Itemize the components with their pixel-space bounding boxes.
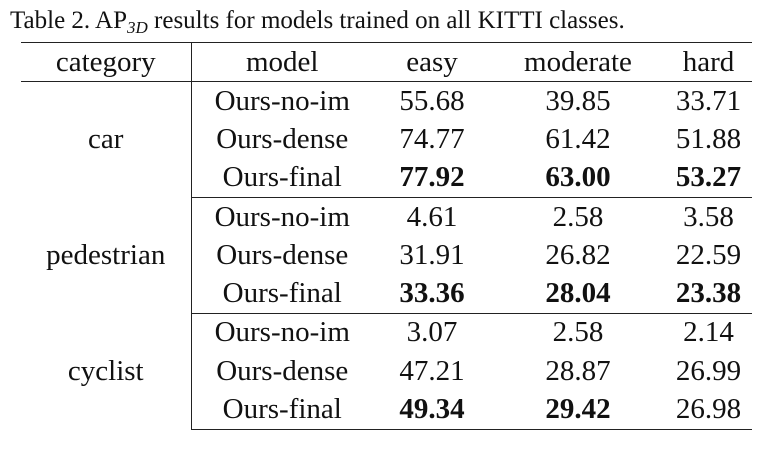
- hard-cell: 51.88: [675, 122, 742, 155]
- table-row: Ours-dense 47.21 28.87 26.99: [21, 352, 752, 390]
- header-model: model: [191, 42, 373, 82]
- moderate-cell: 39.85: [545, 84, 611, 117]
- table-row: Ours-dense 74.77 61.42 51.88: [21, 120, 752, 158]
- table-row: cyclist Ours-no-im 3.07 2.58 2.14: [21, 313, 752, 430]
- hard-cell: 23.38: [665, 274, 752, 314]
- model-cell: Ours-final: [191, 274, 373, 314]
- header-moderate: moderate: [491, 42, 665, 82]
- header-row: category model easy moderate hard: [21, 42, 752, 82]
- model-cell: Ours-no-im: [214, 84, 350, 117]
- table-row: Ours-final 49.34 29.42 26.98: [21, 390, 752, 430]
- category-cell: pedestrian: [21, 197, 192, 314]
- hard-cell: 3.58: [683, 200, 734, 233]
- hard-cell: 26.99: [675, 354, 742, 387]
- header-category: category: [21, 42, 192, 82]
- moderate-cell: 63.00: [491, 158, 665, 198]
- results-table: category model easy moderate hard car Our…: [21, 42, 752, 430]
- model-cell: Ours-dense: [216, 238, 349, 271]
- hard-cell: 2.14: [683, 316, 734, 349]
- model-cell: Ours-no-im: [214, 200, 350, 233]
- moderate-cell: 2.58: [552, 200, 604, 233]
- easy-cell: 49.34: [373, 390, 491, 430]
- table-row: Ours-final 77.92 63.00 53.27: [21, 158, 752, 198]
- easy-cell: 47.21: [399, 354, 465, 387]
- caption-suffix: results for models trained on all KITTI …: [147, 7, 625, 34]
- table-row: car Ours-no-im 55.68 39.85 33.71: [21, 81, 752, 198]
- group-1: pedestrian Ours-no-im 4.61 2.58 3.58 Ours-den…: [21, 197, 752, 314]
- moderate-cell: 2.58: [552, 316, 604, 349]
- easy-cell: 4.61: [406, 200, 458, 233]
- model-cell: Ours-final: [191, 390, 373, 430]
- easy-cell: 55.68: [399, 84, 465, 117]
- caption-subscript: 3D: [127, 18, 148, 37]
- easy-cell: 33.36: [373, 274, 491, 314]
- moderate-cell: 26.82: [545, 238, 611, 271]
- hard-cell: 26.98: [665, 390, 752, 430]
- moderate-cell: 29.42: [491, 390, 665, 430]
- group-2: cyclist Ours-no-im 3.07 2.58 2.14 Ours-dense 4…: [21, 313, 752, 430]
- hard-cell: 53.27: [665, 158, 752, 198]
- caption-prefix: Table 2. AP: [10, 7, 127, 34]
- table-row: Ours-dense 31.91 26.82 22.59: [21, 236, 752, 274]
- category-cell: car: [21, 81, 192, 198]
- model-cell: Ours-dense: [216, 122, 349, 155]
- model-cell: Ours-dense: [216, 354, 349, 387]
- header-easy: easy: [373, 42, 491, 82]
- table-row: pedestrian Ours-no-im 4.61 2.58 3.58: [21, 197, 752, 314]
- hard-cell: 22.59: [675, 238, 742, 271]
- easy-cell: 3.07: [406, 316, 458, 349]
- easy-cell: 31.91: [399, 238, 465, 271]
- hard-cell: 33.71: [675, 84, 742, 117]
- group-0: car Ours-no-im 55.68 39.85 33.71 Ours-dense 74…: [21, 81, 752, 198]
- table-caption: Table 2. AP3D results for models trained…: [10, 6, 750, 38]
- model-cell: Ours-no-im: [214, 316, 350, 349]
- header-hard: hard: [665, 42, 752, 82]
- moderate-cell: 28.04: [491, 274, 665, 314]
- category-cell: cyclist: [21, 313, 192, 430]
- table-row: Ours-final 33.36 28.04 23.38: [21, 274, 752, 314]
- model-cell: Ours-final: [191, 158, 373, 198]
- easy-cell: 74.77: [399, 122, 465, 155]
- moderate-cell: 28.87: [545, 354, 611, 387]
- moderate-cell: 61.42: [545, 122, 611, 155]
- easy-cell: 77.92: [373, 158, 491, 198]
